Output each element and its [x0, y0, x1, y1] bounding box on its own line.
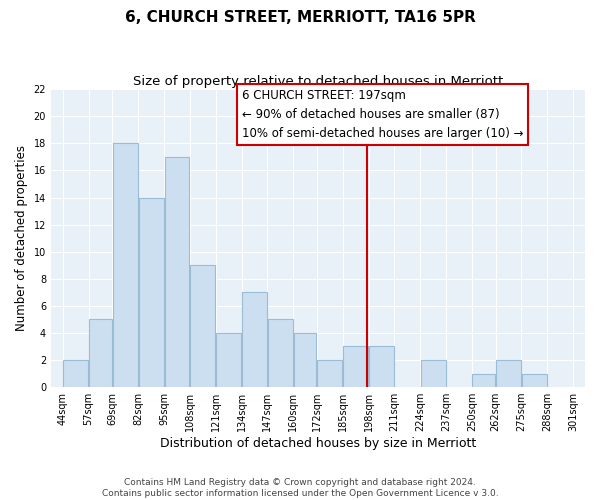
Bar [472, 374, 495, 387]
Y-axis label: Number of detached properties: Number of detached properties [15, 145, 28, 331]
Text: 6, CHURCH STREET, MERRIOTT, TA16 5PR: 6, CHURCH STREET, MERRIOTT, TA16 5PR [125, 10, 475, 25]
Bar [293, 333, 316, 387]
Bar [216, 333, 241, 387]
Bar [522, 374, 547, 387]
Bar [89, 320, 112, 387]
X-axis label: Distribution of detached houses by size in Merriott: Distribution of detached houses by size … [160, 437, 476, 450]
Bar [113, 144, 138, 387]
Title: Size of property relative to detached houses in Merriott: Size of property relative to detached ho… [133, 75, 503, 88]
Bar [164, 157, 190, 387]
Bar [64, 360, 88, 387]
Bar [496, 360, 521, 387]
Text: 6 CHURCH STREET: 197sqm
← 90% of detached houses are smaller (87)
10% of semi-de: 6 CHURCH STREET: 197sqm ← 90% of detache… [242, 89, 523, 140]
Bar [421, 360, 446, 387]
Bar [268, 320, 293, 387]
Bar [343, 346, 368, 387]
Bar [317, 360, 342, 387]
Bar [242, 292, 267, 387]
Text: Contains HM Land Registry data © Crown copyright and database right 2024.
Contai: Contains HM Land Registry data © Crown c… [101, 478, 499, 498]
Bar [369, 346, 394, 387]
Bar [139, 198, 164, 387]
Bar [190, 265, 215, 387]
